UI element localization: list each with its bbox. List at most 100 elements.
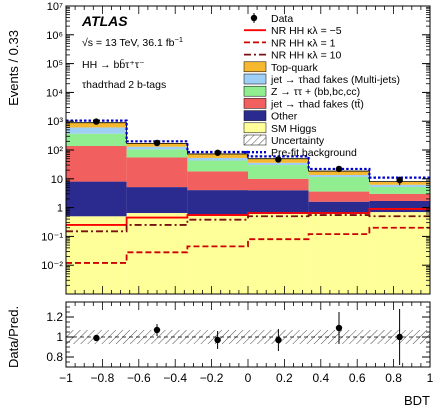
stack-bar-sm-higgs	[187, 215, 248, 294]
ratio-point	[93, 334, 100, 342]
legend-label: Data	[271, 13, 293, 25]
ratio-y-axis-label: Data/Pred.	[6, 306, 21, 368]
ratio-plot: 0.8 1 1.2 −1 −0.8 −0.6 −0.4 −0.2 0 0.2 0.4 0.6 0.8 1…	[6, 301, 434, 408]
legend-box-swatch	[243, 61, 267, 73]
y-tick-label: 10⁻²	[41, 260, 63, 272]
uncertainty-band	[66, 330, 430, 344]
stack-bar-other	[248, 190, 309, 214]
legend-label: Z → ττ + (bb,bc,cc)	[271, 86, 360, 98]
stack-bar-jet-had-fakes-multi-jets	[187, 157, 248, 161]
y-tick-label: 10²	[47, 145, 63, 157]
stack-bar-jet-had-fakes-multi-jets	[126, 146, 188, 150]
stack-bar-jet-had-fakes-multi-jets	[248, 162, 309, 166]
stack-bar-jet-had-fakes-tt	[66, 145, 127, 182]
stack-bar-other	[126, 187, 188, 213]
x-tick-label: 0.2	[276, 371, 293, 385]
ratio-points	[93, 309, 403, 365]
y-tick-label: 10	[51, 174, 63, 186]
prefit-background-line	[66, 119, 430, 179]
ratio-x-axis: −1 −0.8 −0.6 −0.4 −0.2 0 0.2 0.4 0.6 0.8 1	[59, 302, 434, 385]
legend-label: Uncertainty	[271, 135, 325, 147]
x-tick-label: −1	[59, 371, 73, 385]
stack-bar-z-bb-bc-cc	[187, 160, 248, 172]
y-tick-label: 10⁶	[46, 30, 63, 42]
x-tick-label: 0.8	[385, 371, 402, 385]
stack-bar-z-bb-bc-cc	[369, 186, 430, 194]
x-tick-label: −0.8	[91, 371, 115, 385]
x-tick-label: −0.6	[127, 371, 151, 385]
svg-text:√s = 13 TeV, 36.1 fb−1: √s = 13 TeV, 36.1 fb−1	[82, 35, 183, 49]
signal-line-2	[66, 226, 430, 264]
ratio-point	[396, 333, 403, 341]
stack-bar-jet-had-fakes-multi-jets	[369, 184, 430, 187]
legend-label: Top-quark	[271, 62, 318, 74]
stack-bar-sm-higgs	[126, 212, 188, 294]
data-point	[335, 165, 343, 173]
data-point	[275, 156, 282, 163]
stack-bar-jet-had-fakes-tt	[369, 193, 430, 201]
stack-bar-top-quark	[66, 122, 127, 128]
data-points	[93, 118, 403, 186]
ratio-point	[335, 324, 343, 332]
legend-label: SM Higgs	[271, 123, 317, 135]
stack-bar-z-bb-bc-cc	[66, 133, 127, 146]
stack-bar-other	[308, 201, 370, 214]
stack-bar-jet-had-fakes-tt	[187, 171, 248, 191]
legend-label: NR HH κλ = −5	[271, 25, 342, 37]
prefit-line	[66, 119, 430, 179]
y-axis-label: Events / 0.33	[6, 30, 21, 106]
data-point	[153, 139, 161, 147]
x-tick-label: −0.2	[200, 371, 224, 385]
energy-text: √s = 13 TeV, 36.1 fb	[82, 37, 175, 49]
signal-line-1	[66, 208, 430, 226]
stack-bar-other	[369, 200, 430, 213]
signal-lines	[66, 208, 430, 264]
y-tick-label: 10⁷	[47, 1, 63, 13]
data-point	[396, 176, 403, 184]
experiment-label: ATLAS	[81, 13, 128, 29]
stack-bar-sm-higgs	[308, 213, 370, 294]
stack-bar-z-bb-bc-cc	[248, 165, 309, 179]
ratio-point	[275, 336, 282, 344]
stack-bar-z-bb-bc-cc	[308, 176, 370, 192]
stack-bar-z-bb-bc-cc	[126, 149, 188, 158]
y-tick-label: 10⁵	[46, 59, 63, 71]
stack-bar-jet-had-fakes-multi-jets	[66, 127, 127, 134]
data-point	[93, 118, 100, 125]
ratio-y-tick-label: 0.8	[46, 350, 63, 364]
x-tick-label: 0	[245, 371, 252, 385]
legend-box-swatch	[243, 98, 267, 109]
stacked-histogram	[66, 122, 430, 294]
lumi-superscript: −1	[174, 35, 183, 44]
stack-bar-sm-higgs	[248, 213, 309, 294]
x-tick-label: 0.6	[349, 371, 366, 385]
y-tick-label: 10⁻¹	[41, 231, 63, 243]
stack-bar-other	[187, 190, 248, 216]
stack-bar-sm-higgs	[66, 216, 127, 294]
legend-box-swatch	[243, 122, 267, 134]
x-axis-label: BDT	[404, 393, 430, 408]
legend-label: NR HH κλ = 1	[271, 37, 336, 49]
legend-label: jet → τhad fakes (tt̄)	[270, 98, 364, 110]
legend-label: Other	[271, 111, 298, 123]
legend-box-swatch	[243, 110, 267, 121]
data-point	[214, 149, 221, 156]
signal-line-3	[66, 214, 430, 233]
energy-label: √s = 13 TeV, 36.1 fb−1	[82, 35, 183, 49]
legend-label: NR HH κλ = 10	[271, 50, 341, 62]
stack-bar-jet-had-fakes-tt	[248, 178, 309, 191]
main-x-ticks	[65, 6, 431, 294]
legend-box-swatch	[243, 85, 267, 97]
ratio-y-tick-label: 1.2	[46, 310, 63, 324]
main-plot: 10⁻² 10⁻¹ 1 10 10² 10³ 10⁴ 10⁵ 10⁶ 10⁷ Events / 0…	[6, 1, 431, 295]
stack-bar-top-quark	[308, 171, 370, 175]
ratio-y-axis: 0.8 1 1.2	[46, 306, 430, 364]
legend-hatch-swatch	[243, 134, 267, 146]
legend-label: jet → τhad fakes (Multi-jets)	[270, 74, 400, 86]
x-tick-label: 0.4	[312, 371, 329, 385]
legend-label: Pre-fit background	[271, 147, 357, 159]
stack-bar-sm-higgs	[369, 212, 430, 294]
y-tick-label: 1	[57, 203, 63, 215]
